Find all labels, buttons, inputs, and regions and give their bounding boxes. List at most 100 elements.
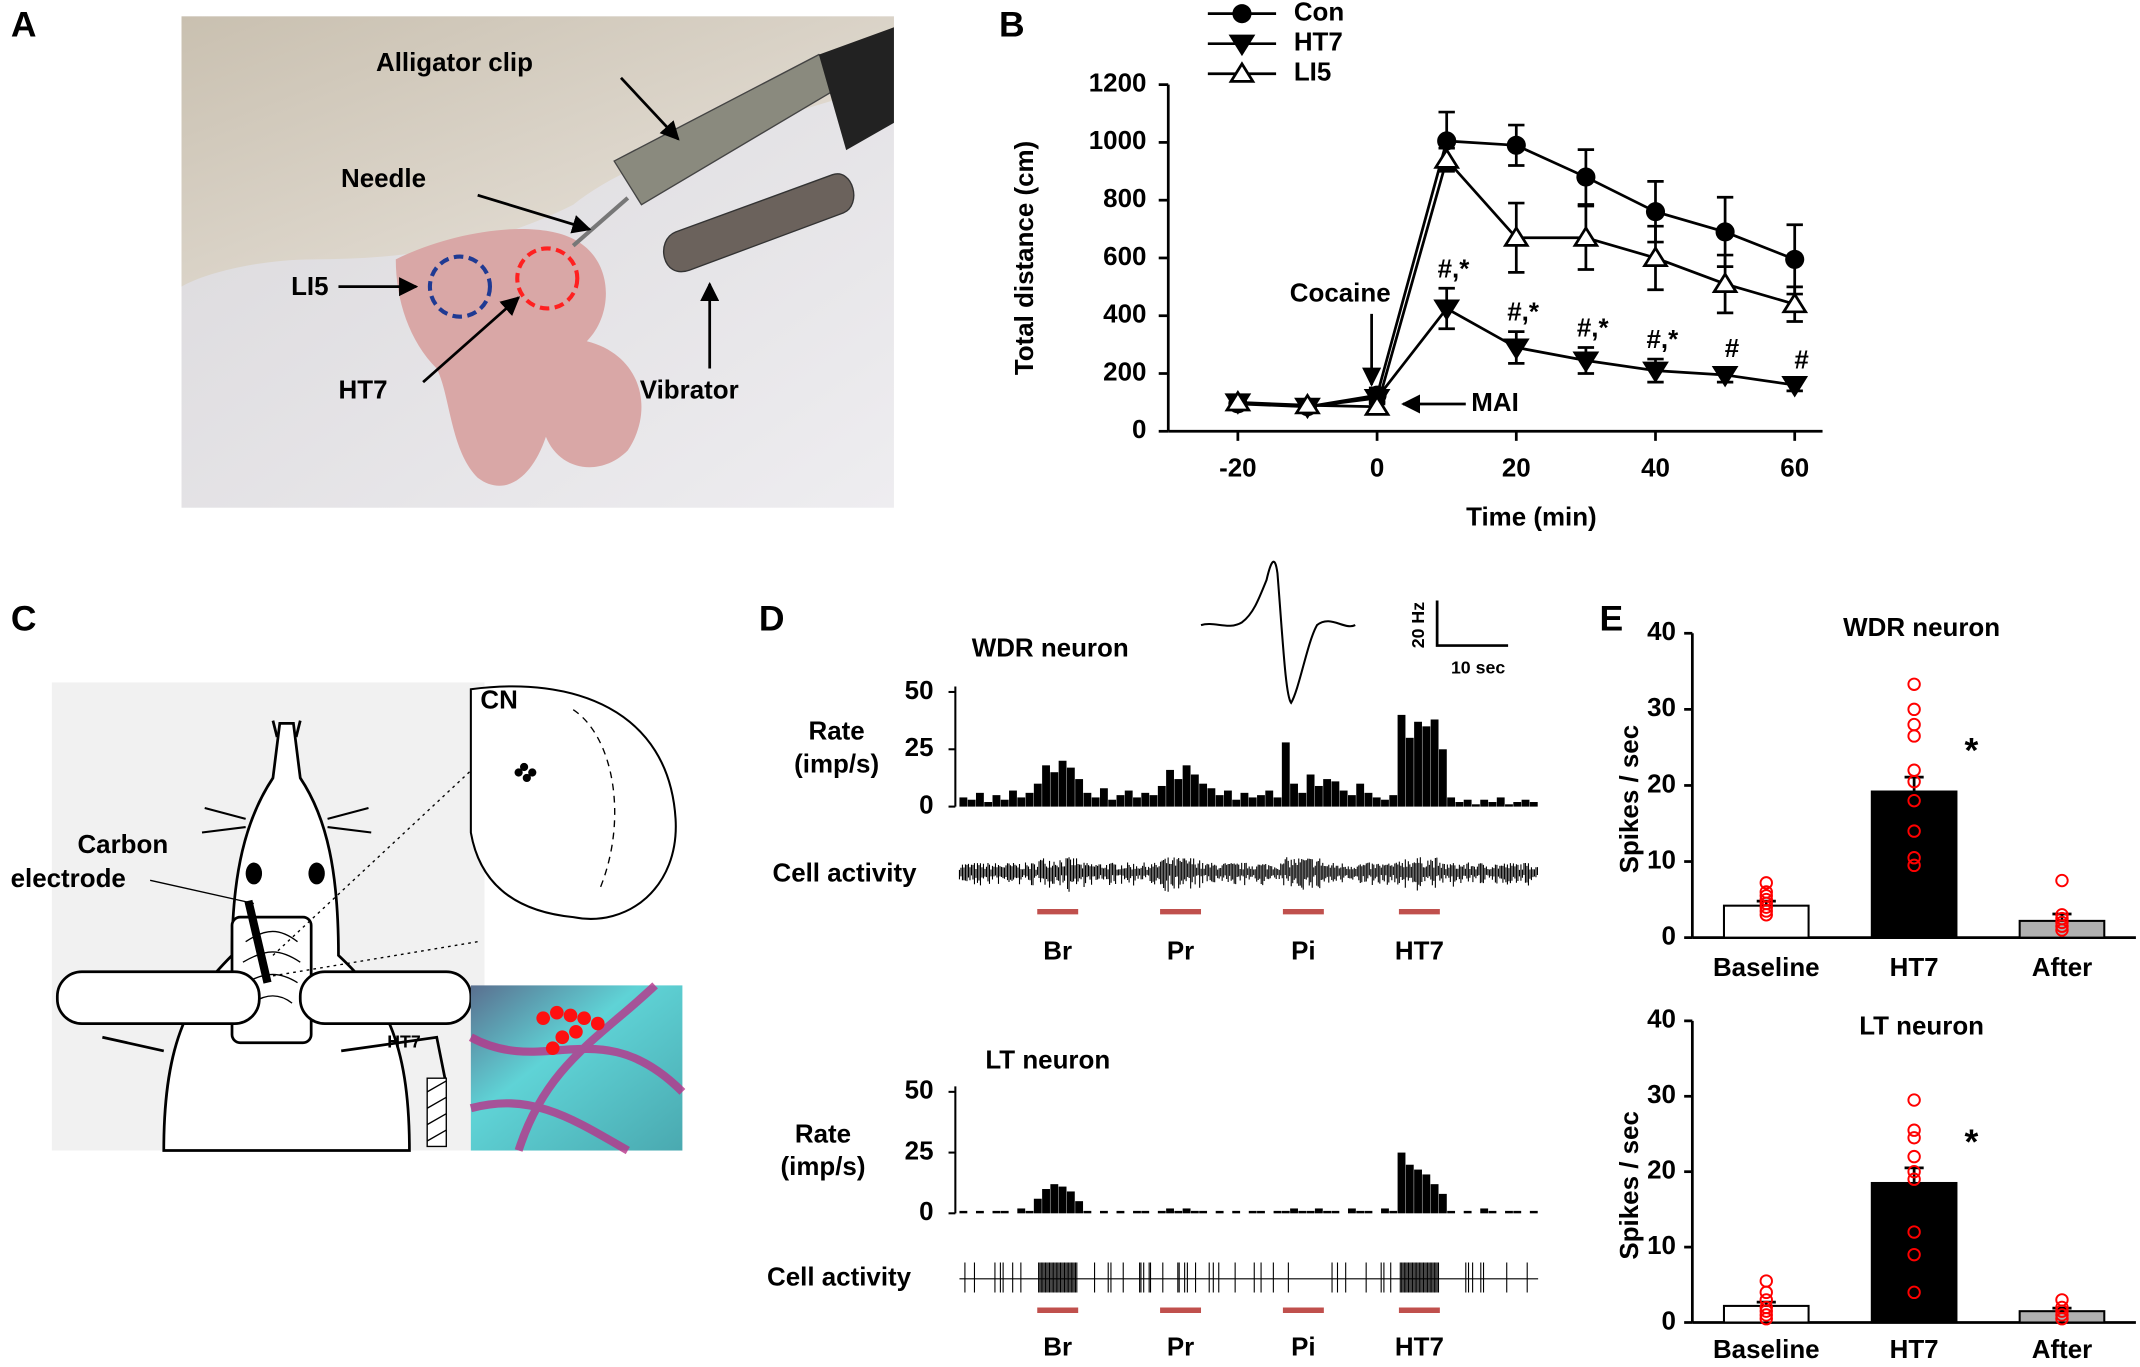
bar <box>1455 802 1464 807</box>
chart-title: WDR neuron <box>1843 614 2000 642</box>
needle <box>571 196 630 248</box>
bar <box>1207 788 1216 807</box>
bar <box>1058 1186 1067 1214</box>
x-tick-label: 0 <box>1370 454 1384 482</box>
x-tick-label: After <box>2032 1336 2093 1364</box>
stimulus-label: Br <box>1043 937 1072 965</box>
site-dots <box>536 1005 605 1055</box>
fur <box>181 16 894 287</box>
y-tick-label: 0 <box>919 1198 933 1226</box>
bar <box>1505 1210 1513 1214</box>
point-label: # <box>1725 335 1739 363</box>
y-tick-label: 20 <box>1647 1157 1676 1185</box>
chart-title: WDR neuron <box>972 634 1129 662</box>
bar <box>1722 904 1810 939</box>
y-axis-label: Spikes / sec <box>1616 1111 1644 1259</box>
data-point <box>2055 1300 2069 1315</box>
site-dots <box>555 1030 570 1045</box>
bar <box>1000 799 1009 807</box>
x-tick-label: 60 <box>1780 454 1809 482</box>
bar <box>1405 737 1414 807</box>
data-point <box>1759 892 1773 907</box>
bar <box>1364 1210 1373 1214</box>
bar <box>975 1210 984 1214</box>
trace <box>959 1262 1539 1293</box>
eye <box>245 862 263 885</box>
recording-sites <box>514 768 523 777</box>
y-tick-label: 50 <box>905 1077 934 1105</box>
marker <box>1715 222 1735 242</box>
bar <box>1463 799 1472 807</box>
y-tick-label: 1000 <box>1089 127 1147 155</box>
bar <box>992 795 1001 807</box>
y-axis-label: Rate <box>809 718 865 746</box>
bar <box>1025 1210 1034 1214</box>
arrows <box>338 76 720 384</box>
bar <box>1430 1184 1439 1214</box>
ear-bar <box>55 970 261 1025</box>
x-tick-label: -20 <box>1219 454 1256 482</box>
clip-handle <box>818 27 894 151</box>
y-axis-label: (imp/s) <box>780 1153 865 1181</box>
bar <box>1025 792 1034 807</box>
bar <box>1513 1210 1522 1214</box>
bar <box>992 1210 1001 1214</box>
data-point <box>1907 1172 1921 1186</box>
data-point <box>2055 873 2069 888</box>
data-point <box>2055 911 2069 926</box>
leader <box>149 879 255 905</box>
bar <box>1000 1210 1009 1214</box>
data-point <box>1907 1165 1921 1179</box>
bar <box>1298 792 1307 807</box>
site-dots <box>563 1008 578 1023</box>
point-label: # <box>1794 346 1808 374</box>
marker <box>1781 291 1809 314</box>
bar <box>1166 1208 1174 1214</box>
panel-label: E <box>1600 598 1624 638</box>
data-point <box>1759 885 1773 899</box>
marker <box>1363 394 1391 416</box>
bar <box>1083 1210 1092 1214</box>
data-point <box>2055 1308 2069 1322</box>
bar <box>975 792 984 807</box>
data-point <box>1759 1293 1773 1307</box>
stimulus-label: Br <box>1043 1333 1072 1361</box>
marker <box>1642 245 1669 267</box>
arrow <box>477 193 592 234</box>
bar <box>1364 792 1373 807</box>
data-point <box>1907 763 1921 777</box>
bar <box>1323 1210 1332 1214</box>
waveform <box>1200 560 1356 705</box>
data-point <box>1759 1274 1773 1288</box>
bar <box>1199 783 1208 807</box>
bar <box>1463 1210 1472 1214</box>
bar <box>984 802 993 807</box>
bar <box>1182 765 1191 807</box>
bar <box>1017 1208 1026 1214</box>
bar <box>1141 792 1150 807</box>
bar <box>1339 790 1348 807</box>
x-tick-label: 20 <box>1502 454 1531 482</box>
y-tick-label: 30 <box>1647 694 1676 722</box>
bar <box>1381 1208 1389 1214</box>
bar <box>1529 1210 1538 1214</box>
y-axis-label: Spikes / sec <box>1616 725 1644 873</box>
bar <box>1149 795 1158 807</box>
panel-label: C <box>11 598 37 638</box>
marker <box>1785 249 1805 269</box>
data-point <box>1907 1225 1921 1239</box>
data-point <box>1907 1131 1921 1145</box>
marker <box>1232 4 1252 24</box>
bar <box>1422 1174 1431 1214</box>
data-point <box>2055 908 2069 922</box>
photo-label: Needle <box>341 165 426 193</box>
bar <box>1232 1210 1241 1214</box>
marker <box>1711 271 1739 293</box>
y-tick-label: 400 <box>1103 301 1146 329</box>
stimulus-label: Pr <box>1167 1333 1194 1361</box>
y-tick-label: 0 <box>1662 1307 1676 1335</box>
point-label: #,* <box>1507 299 1540 327</box>
bar <box>1108 799 1117 807</box>
bar <box>1099 788 1108 807</box>
